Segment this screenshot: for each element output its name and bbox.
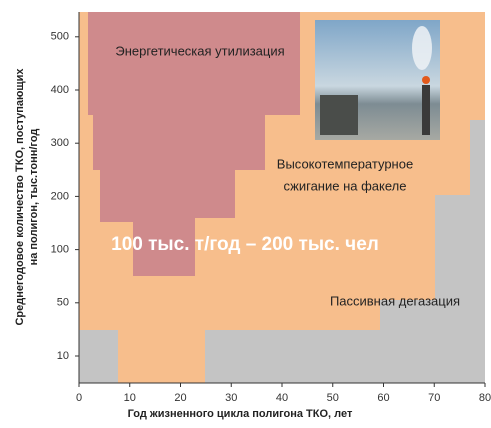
- y-axis-title: на полигон, тыс.тонн/год: [28, 129, 40, 266]
- region-label: Высокотемпературное: [277, 156, 413, 171]
- y-tick-label: 200: [51, 190, 69, 202]
- y-tick-label: 400: [51, 84, 69, 96]
- passive-zone: [79, 330, 118, 383]
- y-tick-label: 300: [51, 137, 69, 149]
- x-tick-label: 60: [377, 392, 389, 404]
- x-axis-title: Год жизненного цикла полигона ТКО, лет: [128, 408, 353, 420]
- y-tick-label: 50: [57, 297, 69, 309]
- y-tick-label: 10: [57, 350, 69, 362]
- y-tick-label: 100: [51, 244, 69, 256]
- region-label: Энергетическая утилизация: [115, 43, 284, 58]
- region-label: сжигание на факеле: [284, 178, 407, 193]
- region-label: Пассивная дегазация: [330, 293, 460, 308]
- x-tick-label: 0: [76, 392, 82, 404]
- x-tick-label: 10: [124, 392, 136, 404]
- x-tick-label: 80: [479, 392, 491, 404]
- x-tick-label: 40: [276, 392, 288, 404]
- x-tick-label: 30: [225, 392, 237, 404]
- y-tick-label: 500: [51, 31, 69, 43]
- y-axis-title: Среднегодовое количество ТКО, поступающи…: [14, 68, 26, 326]
- photo: [315, 20, 440, 140]
- x-tick-label: 50: [327, 392, 339, 404]
- x-tick-label: 20: [174, 392, 186, 404]
- x-tick-label: 70: [428, 392, 440, 404]
- page: Энергетическая утилизация Высокотемперат…: [0, 0, 491, 428]
- headline: 100 тыс. т/год – 200 тыс. чел: [111, 234, 379, 255]
- chart: Энергетическая утилизация Высокотемперат…: [0, 0, 491, 428]
